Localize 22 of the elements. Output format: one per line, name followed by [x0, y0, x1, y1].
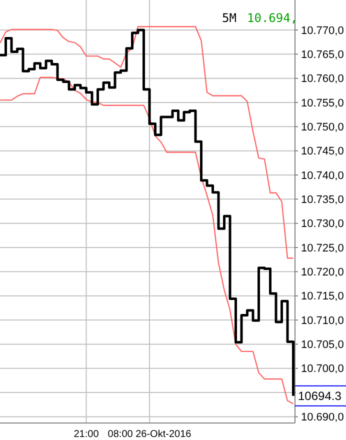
x-tick-label: 21:00: [74, 429, 100, 440]
y-tick-label: 10.720,0: [301, 266, 344, 279]
y-tick-label: 10.760,0: [301, 73, 344, 86]
y-tick-label: 10.755,0: [301, 97, 344, 110]
y-tick-label: 10.715,0: [301, 290, 344, 303]
y-tick-label: 10.750,0: [301, 122, 344, 134]
y-tick-label: 10.770,0: [301, 24, 344, 37]
y-tick-label: 10.725,0: [301, 242, 344, 254]
line-series: [0, 26, 294, 259]
text: 5M: [222, 11, 236, 25]
y-tick-label: 10.735,0: [301, 194, 344, 206]
text: 10.694,: [247, 11, 298, 25]
y-tick-label: 10.690,0: [301, 412, 344, 424]
y-tick-label: 10.700,0: [301, 363, 344, 376]
y-tick-label: 10.705,0: [301, 339, 344, 352]
y-tick-label: 10.740,0: [301, 170, 344, 182]
y-tick-label: 10.765,0: [301, 48, 344, 61]
x-tick-label: 08:00 26-Okt-2016: [108, 429, 192, 440]
y-tick-label: 10.710,0: [301, 314, 344, 327]
y-tick-label: 10.745,0: [301, 146, 344, 158]
y-tick-label: 10.730,0: [301, 218, 344, 230]
text: 10694.3: [298, 389, 342, 404]
